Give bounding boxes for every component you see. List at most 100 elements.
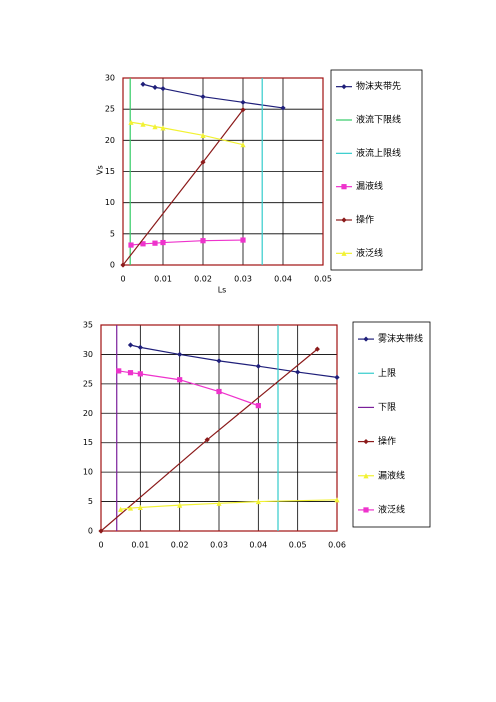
- x-tick-label: 0: [98, 541, 103, 550]
- marker: [280, 105, 286, 111]
- legend-label: 下限: [378, 402, 396, 413]
- y-tick-label: 20: [105, 136, 115, 145]
- plot-border: [100, 324, 338, 532]
- marker: [160, 85, 166, 92]
- marker: [152, 124, 158, 130]
- marker: [240, 237, 246, 243]
- y-tick-label: 30: [105, 74, 115, 83]
- marker: [255, 363, 261, 369]
- legend-label: 上限: [378, 368, 396, 379]
- legend-marker: [341, 84, 347, 90]
- x-axis-label: Ls: [218, 286, 227, 295]
- series-line: [130, 121, 244, 146]
- marker: [216, 500, 222, 506]
- marker: [255, 403, 261, 409]
- marker: [200, 159, 206, 165]
- marker: [140, 121, 146, 127]
- marker: [216, 358, 222, 364]
- marker: [127, 370, 134, 376]
- marker: [177, 502, 183, 508]
- marker: [137, 344, 143, 350]
- y-tick-label: 5: [110, 229, 115, 238]
- marker: [334, 374, 340, 380]
- marker: [116, 368, 122, 374]
- marker: [295, 369, 301, 375]
- y-tick-label: 25: [83, 379, 93, 388]
- legend-label: 漏液线: [356, 180, 383, 192]
- y-tick-label: 10: [83, 468, 93, 477]
- legend-label: 漏液线: [378, 469, 405, 481]
- legend-label: 液流上限线: [356, 147, 401, 159]
- marker: [204, 437, 210, 443]
- legend-label: 操作: [378, 435, 396, 447]
- marker: [118, 506, 124, 512]
- x-tick-label: 0.05: [314, 275, 332, 284]
- legend-label: 雾沫夹带线: [378, 333, 423, 345]
- marker: [177, 351, 183, 358]
- plot-border: [122, 77, 324, 266]
- marker: [137, 504, 143, 511]
- y-tick-label: 15: [83, 438, 93, 447]
- marker: [240, 142, 246, 148]
- marker: [200, 94, 206, 100]
- marker: [152, 84, 158, 90]
- x-tick-label: 0.03: [234, 275, 252, 284]
- x-tick-label: 0.05: [289, 541, 307, 550]
- marker: [255, 498, 261, 505]
- y-tick-label: 0: [88, 527, 93, 536]
- x-tick-label: 0.01: [131, 541, 149, 550]
- marker: [140, 241, 146, 247]
- x-tick-label: 0.02: [194, 275, 212, 284]
- legend-box: [330, 69, 423, 271]
- marker: [120, 262, 126, 268]
- x-tick-label: 0.02: [171, 541, 189, 550]
- x-tick-label: 0.04: [274, 275, 292, 284]
- marker: [127, 342, 134, 348]
- marker: [334, 497, 340, 503]
- marker: [128, 119, 134, 125]
- y-tick-label: 35: [83, 321, 93, 330]
- legend-label: 液流下限线: [356, 114, 401, 126]
- y-tick-label: 15: [105, 167, 115, 176]
- legend-marker: [341, 184, 347, 190]
- marker: [177, 377, 183, 383]
- x-tick-label: 0.04: [249, 541, 267, 550]
- y-tick-label: 25: [105, 105, 115, 114]
- legend-label: 液泛线: [356, 247, 383, 259]
- x-tick-label: 0.03: [210, 541, 228, 550]
- x-tick-label: 0: [120, 275, 125, 284]
- legend-marker: [363, 473, 369, 479]
- legend-marker: [341, 217, 347, 223]
- marker: [240, 107, 246, 113]
- marker: [140, 81, 146, 87]
- legend-marker: [341, 250, 347, 256]
- marker: [200, 238, 206, 244]
- marker: [137, 371, 143, 377]
- y-tick-label: 5: [88, 497, 93, 506]
- y-axis-label: Vs: [96, 165, 105, 175]
- marker: [98, 528, 104, 534]
- marker: [216, 388, 222, 395]
- y-tick-label: 30: [83, 350, 93, 359]
- marker: [128, 242, 134, 248]
- legend-marker: [363, 336, 369, 342]
- marker: [160, 125, 166, 131]
- y-tick-label: 20: [83, 409, 93, 418]
- marker: [160, 239, 166, 246]
- legend-marker: [363, 507, 369, 513]
- y-tick-label: 10: [105, 198, 115, 207]
- marker: [200, 132, 206, 138]
- marker: [314, 346, 320, 352]
- marker: [127, 505, 134, 511]
- legend-label: 液泛线: [378, 503, 405, 515]
- y-tick-label: 0: [110, 261, 115, 270]
- legend-box: [352, 321, 431, 528]
- legend-marker: [363, 438, 369, 445]
- marker: [240, 99, 246, 105]
- legend-label: 物沫夹带先: [356, 80, 401, 92]
- x-tick-label: 0.01: [154, 275, 172, 284]
- legend-label: 操作: [356, 214, 374, 226]
